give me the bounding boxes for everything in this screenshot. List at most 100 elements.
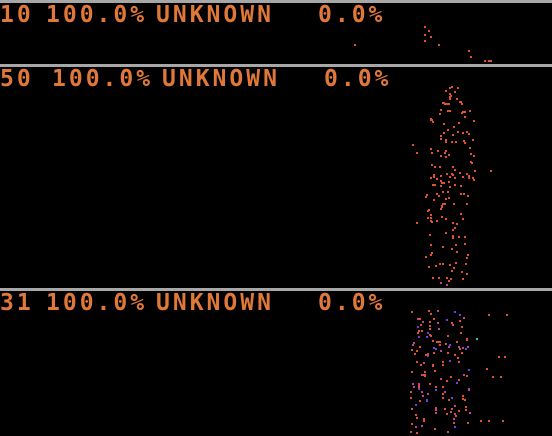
activity-dot (488, 314, 490, 316)
activity-dot (424, 371, 426, 373)
activity-dot (421, 330, 423, 332)
activity-dot (462, 347, 464, 349)
activity-dot (459, 314, 461, 316)
activity-dot (456, 382, 458, 384)
activity-dot (458, 346, 460, 348)
activity-dot (432, 121, 434, 123)
activity-dot (449, 344, 451, 346)
activity-dot (437, 322, 439, 324)
activity-dot (433, 176, 435, 178)
activity-dot (424, 34, 426, 36)
activity-dot (452, 235, 454, 237)
activity-dot (443, 182, 445, 184)
activity-dot (440, 378, 442, 380)
activity-dot (464, 399, 466, 401)
activity-dot (461, 112, 463, 114)
activity-dot (430, 177, 432, 179)
activity-dot (429, 321, 431, 323)
activity-dot (470, 56, 472, 58)
activity-dot (428, 30, 430, 32)
activity-dot (467, 422, 469, 424)
panel-value: 0.0% (318, 2, 386, 28)
activity-dot (419, 346, 421, 348)
activity-dot (428, 209, 430, 211)
activity-dot (466, 338, 468, 340)
activity-dot (451, 173, 453, 175)
activity-dot (465, 406, 467, 408)
panel-percent: 100.0% (52, 66, 154, 92)
panel-id: 50 (0, 66, 34, 92)
monitor-panel-2: 50 100.0% UNKNOWN 0.0% (0, 64, 552, 290)
activity-dot (430, 335, 432, 337)
activity-dot (411, 371, 413, 373)
activity-dot (426, 194, 428, 196)
activity-dot (447, 431, 449, 433)
activity-dot (459, 320, 461, 322)
activity-dot (454, 184, 456, 186)
activity-dot (433, 199, 435, 201)
activity-dot (418, 386, 420, 388)
panel-header: 31 100.0% UNKNOWN 0.0% (0, 290, 552, 316)
activity-dot (440, 155, 442, 157)
activity-dot (440, 109, 442, 111)
activity-dot (472, 139, 474, 141)
activity-dot (435, 389, 437, 391)
activity-dot (451, 322, 453, 324)
activity-dot (430, 148, 432, 150)
activity-dot (452, 229, 454, 231)
activity-dot (420, 364, 422, 366)
activity-dot (452, 324, 454, 326)
activity-dot (416, 350, 418, 352)
activity-dot (447, 352, 449, 354)
activity-dot (431, 119, 433, 121)
panel-percent: 100.0% (46, 290, 148, 316)
activity-dot (466, 339, 468, 341)
activity-dot (464, 142, 466, 144)
activity-dot (429, 234, 431, 236)
activity-dot (490, 60, 492, 62)
activity-dot (451, 397, 453, 399)
activity-dot (452, 174, 454, 176)
activity-dot (426, 400, 428, 402)
activity-dot (445, 232, 447, 234)
activity-dot (462, 111, 464, 113)
activity-dot (354, 44, 356, 46)
activity-dot (419, 318, 421, 320)
activity-dot (426, 399, 428, 401)
activity-dot (440, 282, 442, 284)
activity-dot (451, 248, 453, 250)
panel-header: 10 100.0% UNKNOWN 0.0% (0, 2, 552, 28)
activity-dot (451, 270, 453, 272)
activity-dot (445, 90, 447, 92)
activity-dot (464, 116, 466, 118)
activity-dot (468, 50, 470, 52)
activity-dot (451, 86, 453, 88)
activity-dot (428, 310, 430, 312)
activity-dot (430, 214, 432, 216)
activity-dot (449, 176, 451, 178)
activity-dot (450, 278, 452, 280)
activity-dot (453, 267, 455, 269)
activity-dot (411, 311, 413, 313)
activity-dot (439, 113, 441, 115)
activity-dot (452, 222, 454, 224)
activity-dot (459, 172, 461, 174)
activity-dot (413, 386, 415, 388)
activity-dot (429, 383, 431, 385)
activity-dot (430, 119, 432, 121)
activity-dot (436, 193, 438, 195)
activity-dot (418, 388, 420, 390)
activity-dot (450, 95, 452, 97)
activity-dot (442, 361, 444, 363)
activity-dot (473, 179, 475, 181)
activity-dot (488, 420, 490, 422)
activity-dot (442, 364, 444, 366)
activity-dot (500, 376, 502, 378)
activity-dot (427, 332, 429, 334)
activity-plot (0, 22, 552, 66)
activity-dot (448, 280, 450, 282)
activity-dot (492, 376, 494, 378)
activity-dot (440, 208, 442, 210)
activity-dot (451, 141, 453, 143)
activity-dot (410, 391, 412, 393)
